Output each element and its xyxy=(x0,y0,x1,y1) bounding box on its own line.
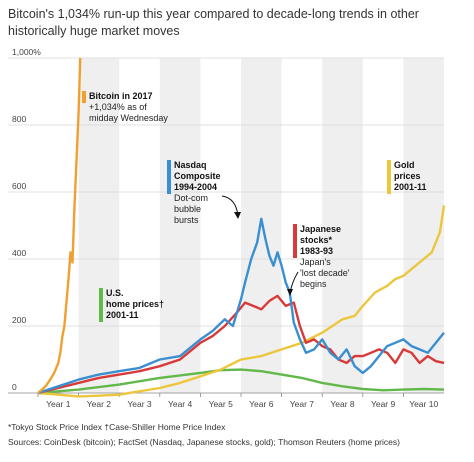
nasdaq-annotation-title: Nasdaq xyxy=(174,160,207,170)
bitcoin-annotation-text: midday Wednesday xyxy=(89,113,168,123)
year-bands xyxy=(78,58,444,393)
y-tick-label: 400 xyxy=(12,248,26,258)
y-axis-ticks: 0 200 400 600 800 1,000% xyxy=(12,47,41,392)
nasdaq-annotation-text: bursts xyxy=(174,215,199,225)
x-tick-label: Year 2 xyxy=(87,399,112,409)
bitcoin-annotation-marker xyxy=(82,91,86,103)
y-tick-label: 600 xyxy=(12,181,26,191)
x-tick-label: Year 1 xyxy=(46,399,71,409)
japan-annotation-text: 'lost decade' xyxy=(300,268,350,278)
us-home-annotation-title: home prices† xyxy=(106,299,164,309)
year-band xyxy=(403,58,444,393)
us-home-annotation-marker xyxy=(99,288,103,322)
nasdaq-annotation-title: Composite xyxy=(174,171,221,181)
footnote: *Tokyo Stock Price Index †Case-Shiller H… xyxy=(8,422,226,432)
chart-title: Bitcoin's 1,034% run-up this year compar… xyxy=(8,7,419,38)
series-lines xyxy=(37,58,446,398)
sources: Sources: CoinDesk (bitcoin); FactSet (Na… xyxy=(8,437,400,447)
bitcoin-series-line xyxy=(37,58,82,394)
nasdaq-arrowhead xyxy=(234,212,241,219)
japan-series-line xyxy=(37,294,445,395)
gold-annotation-title: 2001-11 xyxy=(394,182,427,192)
japan-annotation-text: begins xyxy=(300,279,327,289)
x-tick-label: Year 8 xyxy=(330,399,355,409)
japan-annotation-title: Japanese xyxy=(300,224,341,234)
y-tick-label: 1,000% xyxy=(12,47,41,57)
us-home-annotation-title: 2001-11 xyxy=(106,310,139,320)
x-tick-label: Year 6 xyxy=(249,399,274,409)
gold-annotation-marker xyxy=(387,160,391,194)
nasdaq-annotation-text: Dot-com xyxy=(174,193,208,203)
japan-annotation-title: stocks* xyxy=(300,235,333,245)
us-home-annotation-title: U.S. xyxy=(106,288,124,298)
x-tick-label: Year 10 xyxy=(409,399,438,409)
japan-annotation-text: Japan's xyxy=(300,257,331,267)
x-tick-label: Year 3 xyxy=(127,399,152,409)
year-band xyxy=(159,58,201,393)
gold-annotation-title: prices xyxy=(394,171,421,181)
year-band xyxy=(78,58,120,393)
y-tick-label: 0 xyxy=(12,382,17,392)
us-home-series-line xyxy=(37,368,445,395)
bitcoin-annotation-text: +1,034% as of xyxy=(89,102,147,112)
year-band xyxy=(322,58,363,393)
bitcoin-annotation-title: Bitcoin in 2017 xyxy=(89,91,153,101)
x-axis-ticks: Year 1 Year 2 Year 3 Year 4 Year 5 Year 6 Year… xyxy=(37,393,438,409)
us-home-annotation: U.S.home prices†2001-11 xyxy=(99,288,164,322)
nasdaq-series-line xyxy=(37,217,445,395)
nasdaq-annotation: NasdaqComposite1994-2004Dot-combubblebur… xyxy=(167,160,221,225)
japan-annotation-title: 1983-93 xyxy=(300,246,333,256)
gold-annotation-title: Gold xyxy=(394,160,415,170)
japan-arrowhead xyxy=(287,289,293,296)
nasdaq-annotation-marker xyxy=(167,160,171,194)
japan-annotation-marker xyxy=(293,224,297,258)
nasdaq-annotation-text: bubble xyxy=(174,204,201,214)
y-tick-label: 200 xyxy=(12,315,26,325)
x-tick-label: Year 9 xyxy=(371,399,396,409)
y-tick-label: 800 xyxy=(12,114,26,124)
nasdaq-annotation-title: 1994-2004 xyxy=(174,182,217,192)
x-tick-label: Year 7 xyxy=(290,399,315,409)
x-tick-label: Year 5 xyxy=(209,399,234,409)
x-tick-label: Year 4 xyxy=(168,399,193,409)
